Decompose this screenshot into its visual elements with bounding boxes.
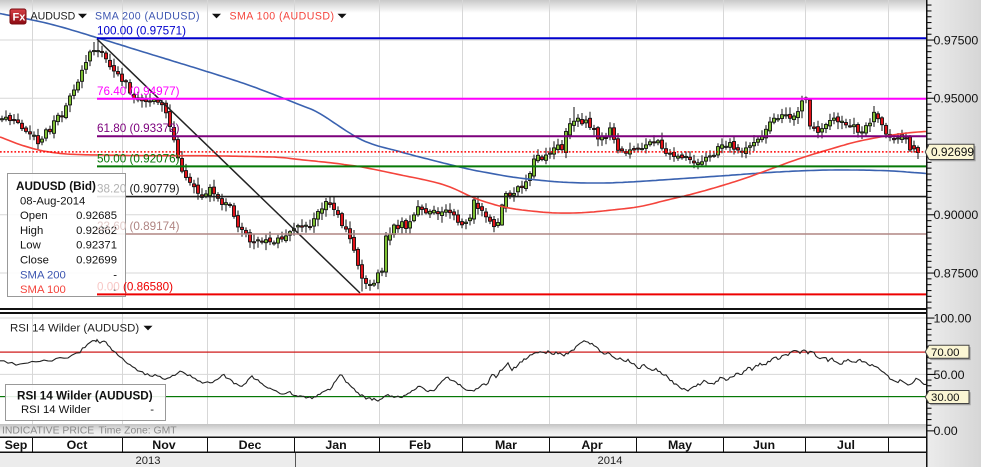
svg-text:Oct: Oct xyxy=(67,438,88,452)
svg-text:Jan: Jan xyxy=(325,438,346,452)
svg-text:Low: Low xyxy=(20,240,42,252)
svg-text:61.80 (0.93372): 61.80 (0.93372) xyxy=(97,122,180,135)
svg-text:SMA 200 (AUDUSD): SMA 200 (AUDUSD) xyxy=(95,11,200,23)
svg-text:AUDUSD: AUDUSD xyxy=(31,11,76,23)
svg-text:100.00: 100.00 xyxy=(934,311,972,325)
svg-text:SMA 100: SMA 100 xyxy=(20,284,66,296)
svg-text:50.00: 50.00 xyxy=(934,368,965,382)
svg-text:0.92699: 0.92699 xyxy=(931,145,974,159)
svg-text:0.92371: 0.92371 xyxy=(76,240,117,252)
svg-text:INDICATIVE PRICE: INDICATIVE PRICE xyxy=(2,425,94,436)
svg-text:30.00: 30.00 xyxy=(931,392,960,404)
svg-text:100.00 (0.97571): 100.00 (0.97571) xyxy=(97,24,186,37)
svg-text:-: - xyxy=(150,404,154,416)
svg-text:SMA 100 (AUDUSD): SMA 100 (AUDUSD) xyxy=(230,11,335,23)
svg-text:70.00: 70.00 xyxy=(931,347,960,359)
svg-text:Mar: Mar xyxy=(495,438,517,452)
svg-text:Fx: Fx xyxy=(13,12,27,24)
svg-text:0.00: 0.00 xyxy=(934,424,958,438)
svg-text:Nov: Nov xyxy=(152,438,176,452)
svg-text:76.40 (0.94977): 76.40 (0.94977) xyxy=(97,85,180,98)
svg-text:Feb: Feb xyxy=(409,438,431,452)
svg-text:Jul: Jul xyxy=(837,438,855,452)
svg-text:Jun: Jun xyxy=(753,438,775,452)
svg-text:Close: Close xyxy=(20,255,49,267)
svg-text:AUDUSD (Bid): AUDUSD (Bid) xyxy=(16,180,96,193)
svg-text:2014: 2014 xyxy=(598,455,623,467)
svg-text:Apr: Apr xyxy=(581,438,603,452)
svg-text:Open: Open xyxy=(20,210,48,222)
svg-text:0.87500: 0.87500 xyxy=(934,266,979,280)
svg-text:RSI 14 Wilder: RSI 14 Wilder xyxy=(21,404,91,416)
svg-text:RSI 14 Wilder (AUDUSD): RSI 14 Wilder (AUDUSD) xyxy=(17,390,153,403)
svg-text:0.00 (0.86580): 0.00 (0.86580) xyxy=(97,280,173,293)
svg-text:Dec: Dec xyxy=(239,438,262,452)
svg-text:0.97500: 0.97500 xyxy=(934,33,979,47)
svg-text:Time Zone: GMT: Time Zone: GMT xyxy=(99,425,178,436)
svg-text:RSI 14 Wilder (AUDUSD): RSI 14 Wilder (AUDUSD) xyxy=(10,323,139,335)
svg-text:High: High xyxy=(20,225,43,237)
svg-text:23.60 (0.89174): 23.60 (0.89174) xyxy=(97,220,180,233)
svg-text:Sep: Sep xyxy=(5,438,28,452)
svg-text:38.20 (0.90779): 38.20 (0.90779) xyxy=(97,183,180,196)
svg-text:0.90000: 0.90000 xyxy=(934,208,979,222)
svg-text:0.92699: 0.92699 xyxy=(76,255,117,267)
svg-text:2013: 2013 xyxy=(136,455,161,467)
svg-text:50.00 (0.92076): 50.00 (0.92076) xyxy=(97,152,180,165)
svg-text:0.95000: 0.95000 xyxy=(934,92,979,106)
svg-text:08-Aug-2014: 08-Aug-2014 xyxy=(20,196,85,208)
svg-text:SMA 200: SMA 200 xyxy=(20,270,66,282)
svg-text:May: May xyxy=(668,438,692,452)
